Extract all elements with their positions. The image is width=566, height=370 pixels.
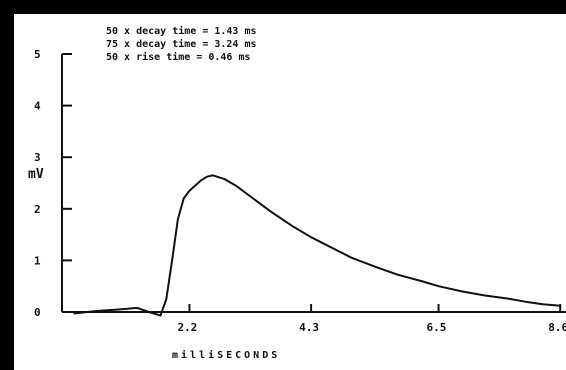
annotation-rise-50: 50 x rise time = 0.46 ms [106, 51, 251, 63]
y-tick-label-5: 5 [34, 48, 41, 61]
series-layer [73, 174, 561, 317]
x-tick-label-2.2: 2.2 [177, 321, 197, 334]
y-tick-label-3: 3 [34, 151, 41, 164]
x-tick-label-6.5: 6.5 [427, 321, 447, 334]
y-tick-label-0: 0 [34, 306, 41, 319]
y-axis-label: mV [28, 167, 44, 182]
x-axis-label: milliSECONDS [172, 349, 280, 361]
series-line-0 [73, 174, 561, 317]
y-tick-label-2: 2 [34, 203, 41, 216]
x-tick-label-8.6: 8.6 [548, 321, 566, 334]
axes-group: 0 1 2 3 4 5 2.2 4.3 6.5 8.6 [34, 48, 566, 334]
annotation-decay-50: 50 x decay time = 1.43 ms [106, 25, 257, 37]
plot-panel: 50 x decay time = 1.43 ms 75 x decay tim… [14, 14, 566, 370]
x-tick-label-4.3: 4.3 [299, 321, 319, 334]
y-tick-label-4: 4 [34, 100, 41, 113]
y-tick-label-1: 1 [34, 254, 41, 267]
chart-svg: 50 x decay time = 1.43 ms 75 x decay tim… [28, 25, 566, 361]
annotation-group: 50 x decay time = 1.43 ms 75 x decay tim… [106, 25, 257, 63]
annotation-decay-75: 75 x decay time = 3.24 ms [106, 38, 257, 50]
